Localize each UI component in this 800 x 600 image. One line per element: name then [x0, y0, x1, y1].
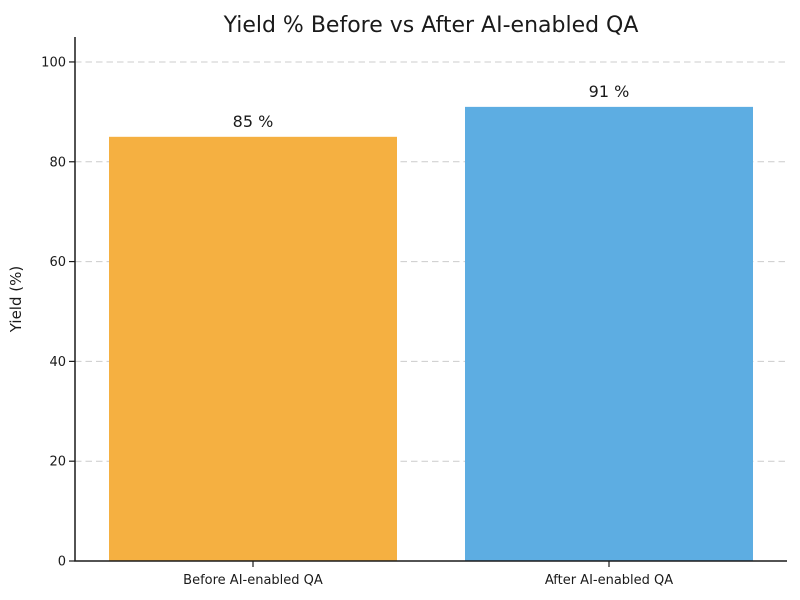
- x-tick-label: Before AI-enabled QA: [183, 573, 323, 588]
- y-tick-label: 40: [49, 355, 66, 370]
- x-tick-label: After AI-enabled QA: [545, 573, 673, 588]
- y-tick-label: 20: [49, 455, 66, 470]
- y-tick-label: 80: [49, 155, 66, 170]
- axes-spines: [74, 37, 787, 562]
- bar-after: [465, 106, 753, 561]
- y-axis-label: Yield (%): [7, 266, 25, 333]
- bars: [109, 106, 753, 562]
- y-axis-ticks: 0 20 40 60 80 100: [41, 55, 75, 570]
- y-tick-label: 100: [41, 55, 66, 70]
- chart-title: Yield % Before vs After AI-enabled QA: [223, 13, 639, 38]
- bar-value-label: 91 %: [589, 82, 630, 101]
- bar-value-label: 85 %: [233, 112, 274, 131]
- bar-before: [109, 136, 397, 562]
- y-tick-label: 0: [58, 555, 66, 570]
- bar-value-labels: 85 % 91 %: [233, 82, 630, 131]
- y-tick-label: 60: [49, 255, 66, 270]
- x-axis-ticks: Before AI-enabled QA After AI-enabled QA: [183, 561, 673, 588]
